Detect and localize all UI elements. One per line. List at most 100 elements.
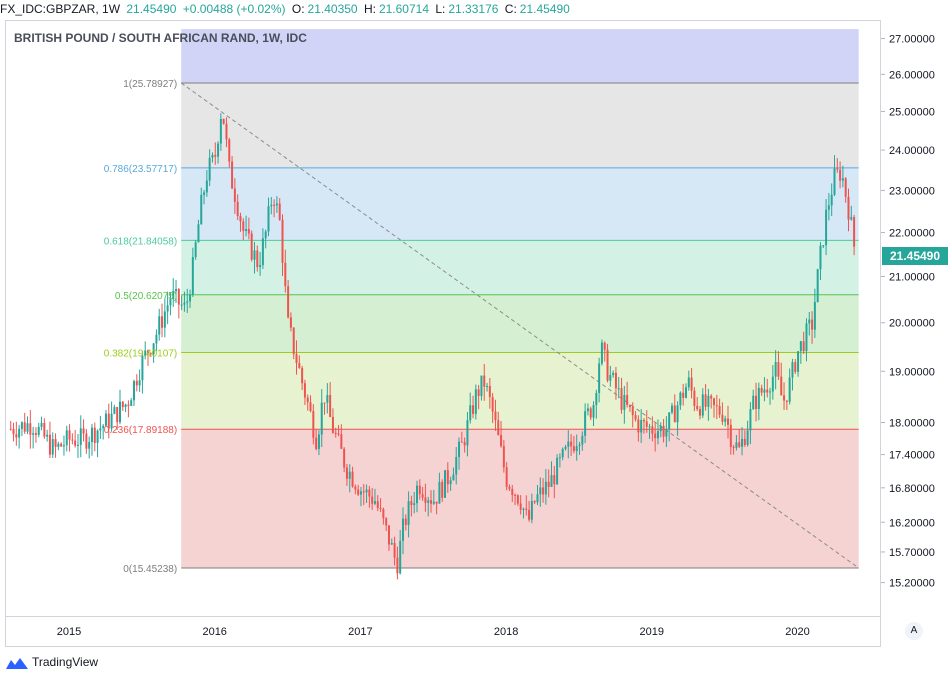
- candle-body: [404, 518, 407, 525]
- candle-body: [287, 286, 290, 318]
- candle-body: [231, 161, 234, 189]
- candle-body: [343, 448, 346, 468]
- candle-body: [645, 421, 648, 427]
- candle-body: [90, 427, 93, 443]
- candle-body: [141, 355, 144, 381]
- fib-labels: 1(25.78927) 0.786(23.57717) 0.618(21.84058…: [104, 79, 177, 575]
- candle-body: [85, 433, 88, 449]
- candle-body: [760, 387, 763, 393]
- candle-body: [315, 437, 318, 449]
- candle-body: [357, 489, 360, 495]
- candle-body: [18, 428, 21, 438]
- candle-body: [600, 342, 603, 364]
- candle-body: [690, 377, 693, 391]
- candle-body: [727, 418, 730, 425]
- candle-body: [827, 205, 830, 210]
- candle-body: [592, 405, 595, 418]
- candle-body: [844, 178, 847, 197]
- candle-body: [236, 201, 239, 216]
- y-tick-label: 16.20000: [889, 517, 935, 529]
- candle-body: [82, 428, 85, 434]
- candle-body: [326, 395, 329, 403]
- candle-body: [359, 491, 362, 495]
- fib-band: [181, 83, 859, 168]
- candle-body: [60, 443, 63, 447]
- candle-body: [320, 402, 323, 435]
- candle-body: [522, 508, 525, 510]
- x-tick-label: 2017: [348, 626, 372, 638]
- candle-body: [746, 430, 749, 445]
- candle-body: [547, 481, 550, 487]
- candle-body: [267, 206, 270, 232]
- candle-body: [441, 481, 444, 498]
- x-tick-label: 2015: [57, 626, 81, 638]
- candle-body: [399, 540, 402, 574]
- candle-body: [65, 430, 68, 446]
- candle-body: [133, 380, 136, 401]
- tradingview-brand[interactable]: TradingView: [6, 653, 98, 671]
- candle-body: [544, 481, 547, 495]
- auto-scale-button[interactable]: A: [905, 622, 923, 640]
- candle-body: [413, 503, 416, 506]
- candle-body: [34, 433, 37, 435]
- candle-body: [373, 501, 376, 504]
- y-tick-label: 26.00000: [889, 69, 935, 81]
- candle-body: [659, 425, 662, 432]
- candle-body: [387, 525, 390, 545]
- candle-body: [424, 497, 427, 503]
- candle-body: [656, 431, 659, 439]
- fib-band: [181, 429, 859, 568]
- candle-body: [514, 494, 517, 496]
- candle-body: [71, 439, 74, 441]
- candle-body: [351, 471, 354, 487]
- candle-body: [191, 257, 194, 295]
- candle-body: [494, 411, 497, 421]
- candle-body: [603, 342, 606, 350]
- brand-label: TradingView: [32, 655, 99, 669]
- candle-body: [788, 377, 791, 402]
- last-price-value: 21.45490: [126, 2, 177, 16]
- candle-body: [631, 407, 634, 416]
- candle-body: [536, 494, 539, 503]
- chart-pane[interactable]: 1(25.78927) 0.786(23.57717) 0.618(21.84058…: [5, 20, 881, 617]
- candle-body: [558, 457, 561, 459]
- candle-body: [811, 319, 814, 330]
- candle-body: [799, 341, 802, 352]
- candle-body: [710, 395, 713, 399]
- symbol-label[interactable]: FX_IDC:GBPZAR, 1W: [0, 2, 121, 16]
- candle-body: [161, 316, 164, 328]
- candle-body: [74, 440, 77, 446]
- candle-body: [830, 194, 833, 206]
- price-axis[interactable]: 27.00000 26.00000 25.00000 24.00000 23.00000…: [881, 20, 948, 617]
- candle-body: [390, 543, 393, 545]
- candle-body: [816, 269, 819, 303]
- candle-body: [376, 501, 379, 508]
- x-tick-label: 2019: [640, 626, 664, 638]
- candle-body: [57, 443, 60, 447]
- candle-body: [682, 392, 685, 398]
- candle-body: [606, 349, 609, 381]
- chart-canvas[interactable]: 1(25.78927) 0.786(23.57717) 0.618(21.84058…: [6, 21, 880, 616]
- candle-body: [200, 194, 203, 225]
- candle-body: [88, 442, 91, 449]
- candle-body: [51, 439, 54, 455]
- candle-body: [634, 415, 637, 420]
- candle-body: [561, 448, 564, 458]
- time-axis[interactable]: 2015 2016 2017 2018 2019 2020: [5, 617, 881, 647]
- candle-body: [385, 518, 388, 526]
- y-tick-label: 17.40000: [889, 450, 935, 462]
- candle-body: [808, 319, 811, 324]
- candle-body: [354, 486, 357, 490]
- candle-body: [732, 447, 735, 449]
- fib-level-label: 0(15.45238): [123, 564, 177, 575]
- candle-body: [791, 362, 794, 378]
- candle-body: [127, 404, 130, 406]
- y-tick-label: 27.00000: [889, 34, 935, 46]
- candle-body: [371, 496, 374, 504]
- candle-body: [598, 363, 601, 393]
- candle-body: [205, 180, 208, 193]
- candle-body: [23, 422, 26, 432]
- y-tick-label: 24.00000: [889, 145, 935, 157]
- candle-body: [567, 441, 570, 447]
- candle-body: [194, 242, 197, 258]
